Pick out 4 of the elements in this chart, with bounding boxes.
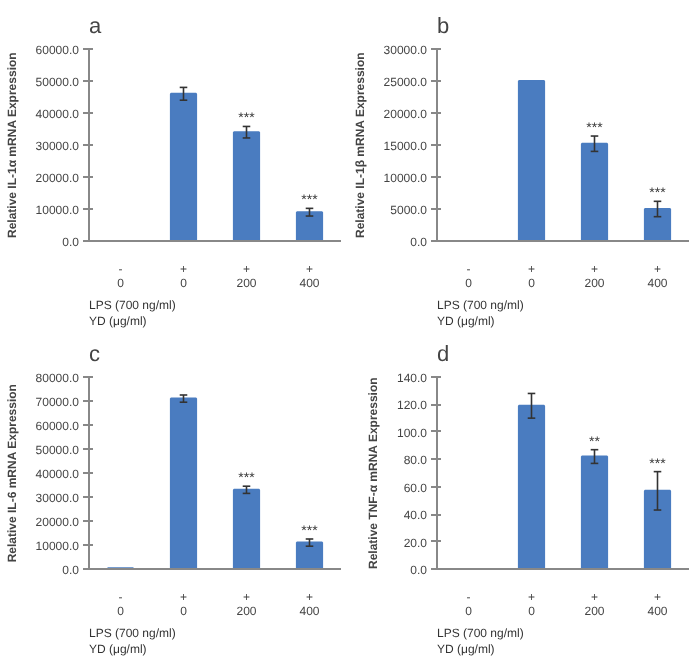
chart-title: d — [437, 343, 450, 367]
chart-title: b — [437, 15, 450, 39]
chart-title: a — [89, 15, 103, 39]
chart-title: c — [89, 343, 101, 367]
